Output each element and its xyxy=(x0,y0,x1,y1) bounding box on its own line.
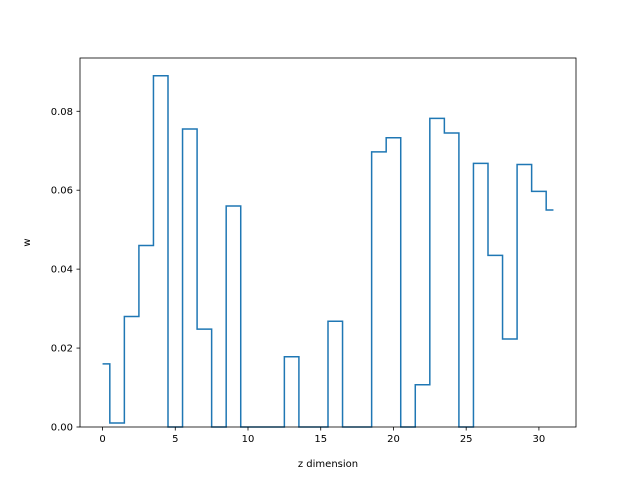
x-tick-label: 25 xyxy=(460,434,473,445)
y-axis-label: w xyxy=(22,238,33,246)
y-tick-label: 0.00 xyxy=(51,423,73,434)
y-tick-label: 0.02 xyxy=(51,344,73,355)
x-axis-label: z dimension xyxy=(298,459,358,470)
x-tick-label: 20 xyxy=(387,434,400,445)
x-tick-label: 0 xyxy=(99,434,105,445)
y-tick-label: 0.04 xyxy=(51,265,73,276)
x-axis-ticks: 0 5 10 15 20 25 30 xyxy=(99,427,545,445)
y-axis-ticks: 0.00 0.02 0.04 0.06 0.08 xyxy=(51,107,80,434)
y-tick-label: 0.06 xyxy=(51,186,73,197)
series-step-line xyxy=(102,75,554,428)
plot-frame xyxy=(79,57,577,428)
x-tick-label: 15 xyxy=(314,434,327,445)
x-tick-label: 10 xyxy=(242,434,255,445)
x-tick-label: 5 xyxy=(172,434,178,445)
y-tick-label: 0.08 xyxy=(51,107,73,118)
x-tick-label: 30 xyxy=(533,434,546,445)
series-layer xyxy=(102,75,554,428)
